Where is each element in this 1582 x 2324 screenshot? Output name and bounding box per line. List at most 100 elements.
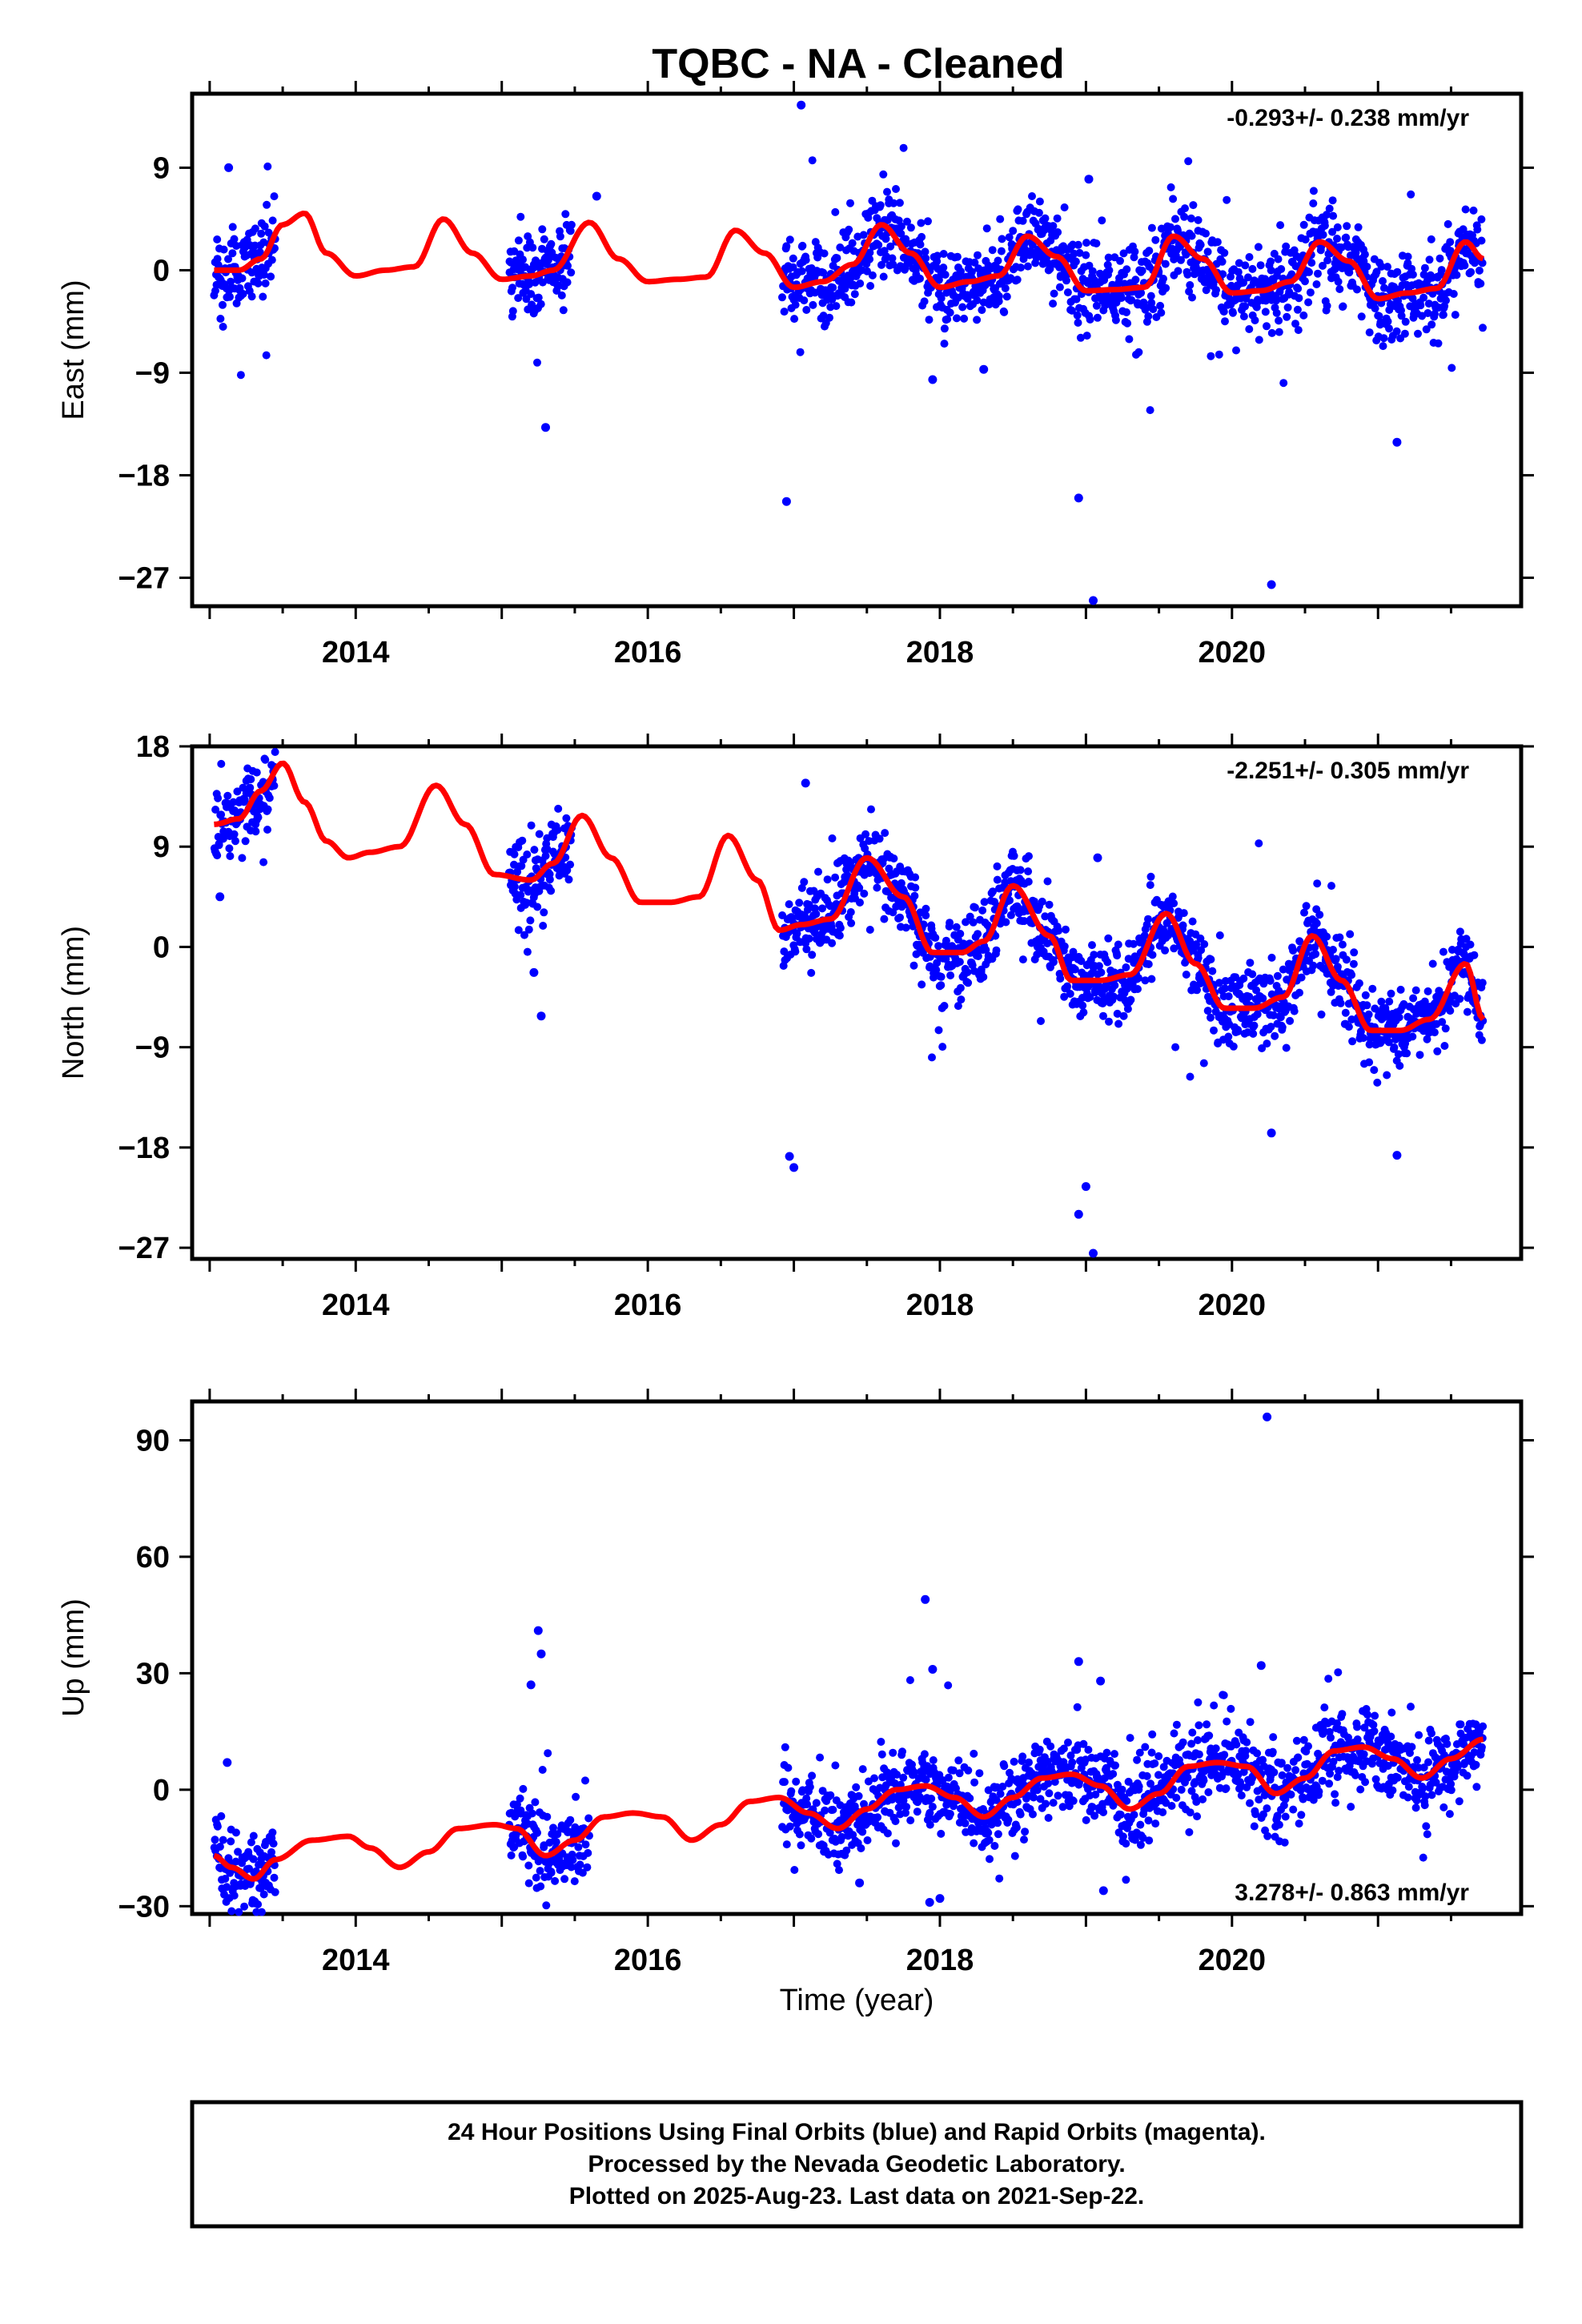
data-point <box>1253 1010 1262 1019</box>
data-point <box>1403 259 1412 267</box>
data-point <box>1407 190 1415 199</box>
data-point <box>1387 1708 1396 1717</box>
data-point <box>514 294 523 303</box>
data-point <box>581 1840 590 1849</box>
data-point <box>867 805 875 814</box>
data-point <box>1403 252 1412 261</box>
data-point <box>892 1839 900 1848</box>
data-point <box>963 968 972 977</box>
data-point <box>1118 1832 1127 1841</box>
data-point <box>224 255 232 263</box>
data-point <box>1156 301 1165 310</box>
data-point <box>816 1753 825 1762</box>
data-point <box>1229 308 1237 317</box>
data-point <box>584 1814 593 1823</box>
data-point <box>1371 1775 1380 1783</box>
data-point <box>1290 1007 1299 1015</box>
data-point <box>797 1841 805 1850</box>
data-point <box>805 1783 814 1791</box>
data-point <box>524 1879 533 1888</box>
data-point <box>1477 1035 1486 1044</box>
data-point <box>1319 1725 1327 1734</box>
data-point <box>1222 1784 1231 1793</box>
data-point <box>1066 1751 1075 1760</box>
data-point <box>1060 203 1069 211</box>
data-point <box>1256 261 1265 270</box>
data-point <box>784 1763 793 1772</box>
data-point <box>268 1828 277 1837</box>
data-point <box>1016 866 1025 875</box>
data-point <box>865 255 874 263</box>
data-point <box>1205 1731 1214 1740</box>
data-point <box>1383 317 1392 326</box>
data-point <box>1177 255 1185 264</box>
data-point <box>1059 1744 1068 1753</box>
data-point <box>1103 958 1112 967</box>
outlier-point <box>801 778 810 788</box>
data-point <box>254 1900 263 1908</box>
data-point <box>1093 313 1102 322</box>
data-point <box>545 875 554 884</box>
data-point <box>1259 1810 1267 1819</box>
data-point <box>217 1811 226 1820</box>
data-point <box>1359 1034 1367 1043</box>
data-point <box>1064 1738 1072 1747</box>
data-point <box>1326 1769 1335 1778</box>
data-point <box>549 1823 557 1832</box>
data-point <box>1196 240 1205 249</box>
data-point <box>1329 211 1338 220</box>
data-point <box>1030 1793 1038 1802</box>
data-point <box>1146 872 1155 881</box>
data-point <box>1329 946 1337 954</box>
x-tick-label: 2014 <box>322 1289 390 1322</box>
data-point <box>1335 933 1344 942</box>
data-point <box>1401 317 1410 326</box>
data-point <box>1060 992 1069 1001</box>
data-point <box>1328 227 1337 236</box>
data-point <box>939 250 948 258</box>
data-point <box>1472 1783 1481 1791</box>
data-point <box>1254 243 1263 251</box>
data-point <box>1130 247 1139 256</box>
data-point <box>1076 333 1085 342</box>
data-point <box>1232 346 1240 355</box>
data-point <box>1442 296 1450 305</box>
outlier-point <box>1074 493 1083 503</box>
data-point <box>1099 1011 1107 1020</box>
data-point <box>215 841 223 850</box>
data-point <box>1223 1717 1231 1726</box>
data-point <box>1086 316 1094 324</box>
data-point <box>231 837 239 846</box>
data-point <box>1075 248 1084 257</box>
panel-north-grid-ticks <box>179 734 1534 1272</box>
data-point <box>570 1877 579 1886</box>
data-point <box>1232 1740 1241 1749</box>
data-point <box>1263 1039 1271 1048</box>
panel-north-ylabel: North (mm) <box>57 926 90 1080</box>
data-point <box>1379 277 1387 285</box>
data-point <box>1168 892 1177 901</box>
data-point <box>1461 205 1470 214</box>
data-point <box>1334 277 1343 286</box>
data-point <box>1327 987 1335 996</box>
data-point <box>792 1777 801 1786</box>
data-point <box>1116 1811 1125 1819</box>
data-point <box>259 292 267 301</box>
data-point <box>811 288 819 297</box>
data-point <box>1379 334 1388 343</box>
data-point <box>544 1860 553 1868</box>
data-point <box>877 1750 886 1759</box>
data-point <box>1318 1776 1327 1785</box>
data-point <box>1082 1815 1090 1824</box>
data-point <box>1013 1798 1022 1807</box>
data-point <box>540 908 548 917</box>
data-point <box>1182 251 1191 259</box>
panel-east-ytick-labels: 90−9−18−27 <box>118 151 170 595</box>
data-point <box>805 935 813 943</box>
data-point <box>1159 275 1167 283</box>
data-point <box>1189 201 1198 210</box>
data-point <box>829 283 837 292</box>
data-point <box>1234 267 1243 276</box>
data-point <box>1268 1747 1277 1756</box>
data-point <box>1122 1796 1131 1805</box>
